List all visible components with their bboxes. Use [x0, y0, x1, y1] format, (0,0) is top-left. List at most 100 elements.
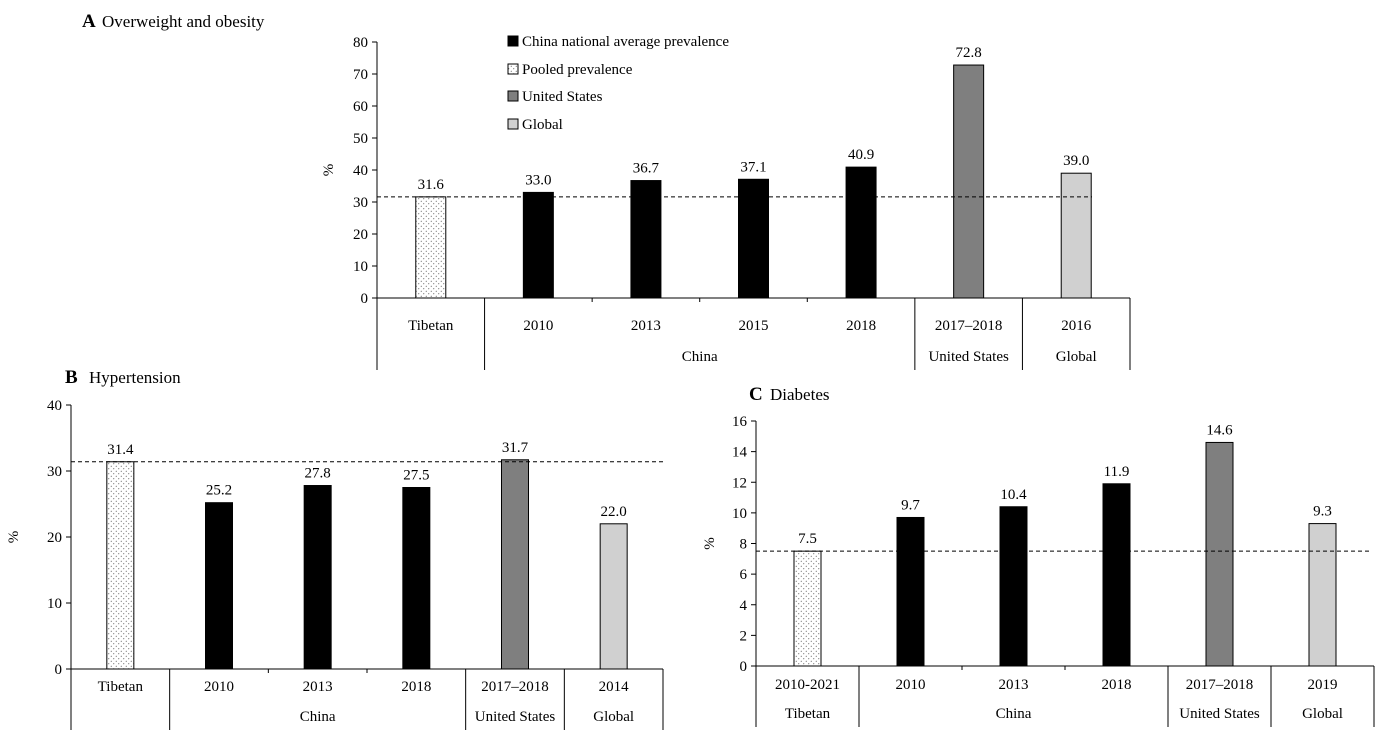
legend-label-us: United States [522, 89, 603, 105]
panel-b-value-label: 22.0 [601, 504, 627, 520]
panel-a-category-label: 2013 [631, 318, 661, 334]
panel-a-y-tick-label: 70 [353, 67, 368, 83]
legend-swatch-us [507, 90, 519, 102]
panel-b: B Hypertension 0 10 20 30 40% 31.4 Tibetan 25.2… [6, 367, 664, 730]
panel-b-category-label: Tibetan [98, 679, 144, 695]
panel-a-bar-2 [522, 191, 554, 299]
panel-b-bar-3 [303, 485, 332, 670]
panel-c-group-label: Tibetan [785, 706, 831, 722]
panel-c-value-label: 10.4 [1000, 487, 1027, 503]
panel-a-y-tick-label: 40 [353, 163, 368, 179]
panel-c-category-label: 2010-2021 [775, 677, 840, 693]
panel-a-y-tick-label: 50 [353, 131, 368, 147]
panel-a-value-label: 33.0 [525, 172, 551, 188]
panel-a-value-label: 37.1 [740, 159, 766, 175]
panel-c-letter: C [749, 384, 763, 405]
panel-b-y-tick-label: 40 [47, 398, 62, 414]
panel-a-value-label: 72.8 [956, 45, 982, 61]
panel-c-bar-3 [999, 506, 1028, 667]
panel-a-y-tick-label: 20 [353, 227, 368, 243]
panel-a-value-label: 36.7 [633, 161, 660, 177]
panel-b-y-tick-label: 10 [47, 596, 62, 612]
legend: China national average prevalence Pooled… [507, 34, 729, 133]
panel-b-category-label: 2017–2018 [481, 679, 549, 695]
panel-b-category-label: 2014 [599, 679, 630, 695]
panel-b-value-label: 27.5 [403, 468, 429, 484]
legend-swatch-pooled [507, 63, 519, 75]
panel-a-group-label: Global [1056, 349, 1097, 365]
panel-a-title: Overweight and obesity [102, 12, 265, 31]
panel-b-category-label: 2013 [303, 679, 333, 695]
panel-c-y-tick-label: 6 [740, 567, 748, 583]
panel-c-bar-1 [793, 550, 822, 667]
panel-a-value-label: 31.6 [418, 177, 445, 193]
panel-b-category-label: 2018 [401, 679, 431, 695]
legend-item-us: United States [507, 89, 603, 105]
panel-c-y-tick-label: 16 [732, 414, 748, 430]
panel-a-group-label: China [682, 349, 718, 365]
panel-c-value-label: 9.7 [901, 497, 920, 513]
panel-b-group-label: China [300, 709, 336, 725]
legend-item-global: Global [507, 117, 563, 133]
panel-b-y-label: % [6, 531, 22, 544]
panel-c-value-label: 7.5 [798, 531, 817, 547]
panel-b-group-label: United States [475, 709, 556, 725]
panel-a-category-label: 2018 [846, 318, 876, 334]
legend-label-global: Global [522, 117, 563, 133]
panel-c-value-label: 14.6 [1206, 422, 1233, 438]
legend-item-pooled: Pooled prevalence [507, 62, 633, 78]
panel-b-title: Hypertension [89, 368, 181, 387]
panel-c-y-tick-label: 10 [732, 506, 747, 522]
panel-c-group-label: China [996, 706, 1032, 722]
panel-a-category-label: 2015 [739, 318, 769, 334]
panel-c-bar-2 [896, 516, 925, 667]
panel-c-category-label: 2017–2018 [1186, 677, 1254, 693]
panel-b-group-label: Global [593, 709, 634, 725]
panel-b-value-label: 31.7 [502, 440, 529, 456]
panel-b-category-label: 2010 [204, 679, 234, 695]
panel-c-y-tick-label: 8 [740, 537, 748, 553]
panel-c-y-tick-label: 4 [740, 598, 748, 614]
panel-c-bar-5 [1205, 441, 1234, 667]
panel-b-y-tick-label: 0 [55, 662, 63, 678]
panel-a-value-label: 39.0 [1063, 153, 1089, 169]
panel-a-category-label: 2016 [1061, 318, 1092, 334]
panel-b-bar-5 [501, 459, 529, 670]
panel-b-bar-2 [205, 502, 233, 670]
panel-c-value-label: 11.9 [1104, 464, 1130, 480]
panel-a-category-label: Tibetan [408, 318, 454, 334]
panel-c: C Diabetes 0 2 4 6 8 10 12 14 16% 7.5 2010-2021 9.7… [702, 384, 1375, 727]
panel-c-y-tick-label: 2 [740, 628, 748, 644]
panel-a-y-tick-label: 80 [353, 35, 368, 51]
panel-c-group-label: Global [1302, 706, 1343, 722]
panel-c-category-label: 2018 [1102, 677, 1132, 693]
panel-c-plot: 0 2 4 6 8 10 12 14 16% 7.5 2010-2021 9.7 2010 10.4 201… [702, 414, 1375, 727]
panel-c-group-label: United States [1179, 706, 1260, 722]
panel-c-y-tick-label: 12 [732, 475, 747, 491]
panel-b-value-label: 25.2 [206, 483, 232, 499]
panel-a-bar-1 [415, 196, 447, 299]
panel-c-y-tick-label: 14 [732, 445, 748, 461]
panel-c-title: Diabetes [770, 385, 829, 404]
panel-c-value-label: 9.3 [1313, 504, 1332, 520]
legend-swatch-china [507, 35, 519, 47]
panel-b-value-label: 27.8 [305, 466, 331, 482]
panel-b-value-label: 31.4 [107, 442, 134, 458]
legend-label-china: China national average prevalence [522, 34, 729, 50]
panel-c-category-label: 2013 [999, 677, 1029, 693]
panel-b-y-tick-label: 30 [47, 464, 62, 480]
panel-a-bar-3 [630, 180, 662, 299]
panel-b-bar-1 [106, 461, 135, 670]
panel-a-group-label: United States [928, 349, 1009, 365]
panel-a-y-tick-label: 0 [361, 291, 369, 307]
panel-c-category-label: 2019 [1308, 677, 1338, 693]
panel-a-bar-6 [953, 64, 985, 299]
panel-a-y-tick-label: 30 [353, 195, 368, 211]
panel-a-value-label: 40.9 [848, 147, 874, 163]
panel-c-y-tick-label: 0 [740, 659, 748, 675]
panel-c-y-label: % [702, 537, 718, 550]
panel-a-category-label: 2010 [523, 318, 553, 334]
legend-label-pooled: Pooled prevalence [522, 62, 633, 78]
panel-a-y-tick-label: 60 [353, 99, 368, 115]
